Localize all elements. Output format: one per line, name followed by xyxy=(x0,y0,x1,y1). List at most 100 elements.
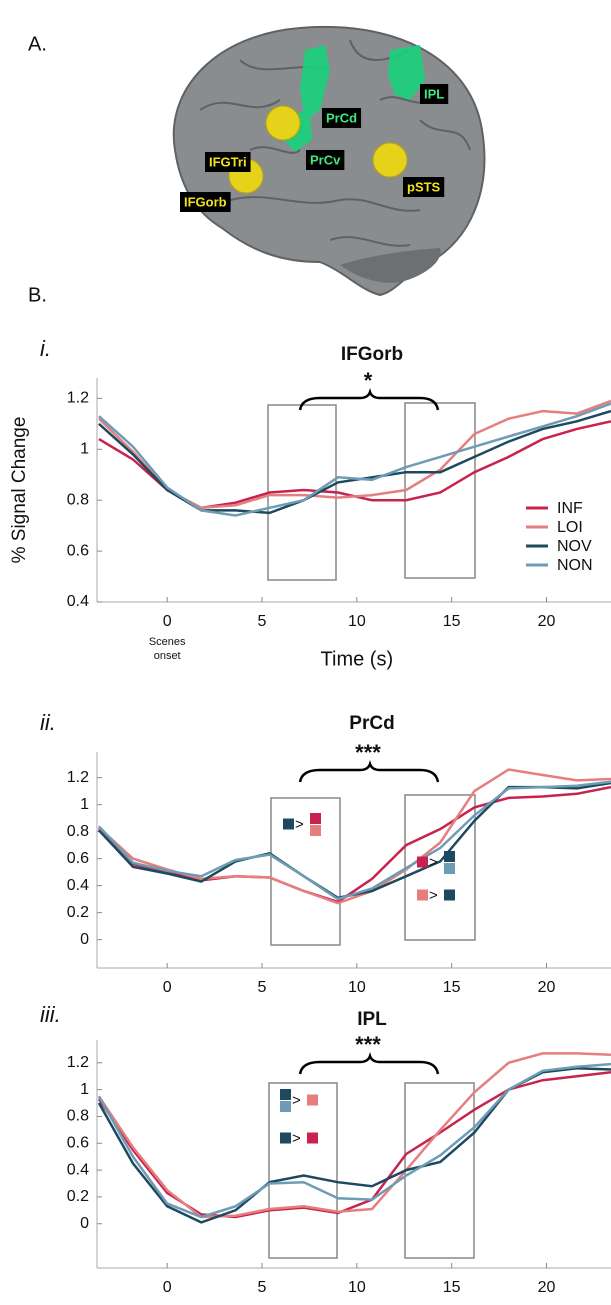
chart-title: IPL xyxy=(357,1009,387,1030)
legend-label: LOI xyxy=(557,519,583,536)
comparison-swatch xyxy=(310,825,321,836)
y-tick-label: 0.6 xyxy=(67,1134,89,1151)
label-box xyxy=(403,177,445,197)
panel-label: iii. xyxy=(40,1002,61,1027)
y-tick-label: 0.8 xyxy=(67,1108,89,1125)
x-tick-label: 5 xyxy=(258,979,267,996)
y-tick-label: 0 xyxy=(80,1215,89,1232)
comparison-swatch xyxy=(444,863,455,874)
time-window xyxy=(268,1082,338,1259)
x-tick-label: 20 xyxy=(538,1279,556,1296)
region-label: PrCv xyxy=(310,152,341,167)
chart: i. IFGorb 0.4 0.6 0.8 1 1.2 0 5 10 15 20 % Signal Ch… xyxy=(9,336,611,670)
comparison-swatch xyxy=(280,1101,291,1112)
bracket xyxy=(298,388,440,411)
x-tick-label: 20 xyxy=(538,979,556,996)
comparison-swatch xyxy=(417,856,428,868)
x-note: onset xyxy=(154,650,181,662)
chart-title: PrCd xyxy=(349,713,394,734)
x-tick-label: 10 xyxy=(348,1279,366,1296)
y-tick-label: 1.2 xyxy=(67,769,89,786)
x-axis-label: Time (s) xyxy=(321,648,394,670)
y-tick-label: 0.8 xyxy=(67,491,89,508)
x-tick-label: 5 xyxy=(258,613,267,630)
x-tick-label: 15 xyxy=(443,1279,461,1296)
comparison-symbol: > xyxy=(292,1130,301,1147)
chart: ii. PrCd 0 0.2 0.4 0.6 0.8 1 1.2 0 5 10 15 20 *** > > > xyxy=(40,710,611,996)
x-tick-label: 20 xyxy=(538,613,556,630)
label-box xyxy=(322,108,362,128)
comparison-swatch xyxy=(280,1089,291,1100)
legend-label: INF xyxy=(557,500,583,517)
x-tick-label: 10 xyxy=(348,613,366,630)
y-tick-label: 0.2 xyxy=(67,904,89,921)
y-tick-label: 1 xyxy=(80,1081,89,1098)
label-box xyxy=(306,150,345,170)
x-tick-label: 15 xyxy=(443,979,461,996)
significance: * xyxy=(364,368,373,393)
panel-label: i. xyxy=(40,336,51,361)
comparison-swatch xyxy=(310,813,321,824)
comparison-swatch xyxy=(280,1132,291,1144)
y-axis-label: % Signal Change xyxy=(9,417,30,564)
series-line xyxy=(98,768,611,905)
bracket xyxy=(298,1052,440,1075)
label-box xyxy=(420,84,449,104)
comparison-swatch xyxy=(307,1094,318,1106)
comparison-swatch xyxy=(444,889,455,901)
comparison-symbol: > xyxy=(429,887,438,904)
comparison-swatch xyxy=(417,889,428,901)
y-tick-label: 0.8 xyxy=(67,823,89,840)
series-line xyxy=(97,780,611,901)
y-tick-label: 1 xyxy=(80,796,89,813)
region-label: IFGTri xyxy=(209,154,247,169)
time-window xyxy=(404,402,476,579)
chart-title: IFGorb xyxy=(341,344,403,365)
label-box xyxy=(180,192,231,212)
y-tick-label: 1.2 xyxy=(67,390,89,407)
region-label: pSTS xyxy=(407,179,441,194)
chart: iii. IPL 0 0.2 0.4 0.6 0.8 1 1.2 0 5 10 15 20 *** > > xyxy=(40,1002,611,1296)
series-line xyxy=(97,1052,611,1219)
series-line xyxy=(97,781,611,900)
y-tick-label: 0.4 xyxy=(67,877,89,894)
y-tick-label: 0 xyxy=(80,931,89,948)
x-tick-label: 0 xyxy=(163,1279,172,1296)
legend-label: NON xyxy=(557,557,593,574)
legend-label: NOV xyxy=(557,538,592,555)
series-line xyxy=(98,402,611,517)
y-tick-label: 0.2 xyxy=(67,1188,89,1205)
label-box xyxy=(205,152,251,172)
region-label: PrCd xyxy=(326,110,357,125)
region-label: IFGorb xyxy=(184,194,227,209)
y-tick-label: 0.4 xyxy=(67,593,89,610)
y-tick-label: 1.2 xyxy=(67,1054,89,1071)
significance: *** xyxy=(355,740,381,765)
time-window xyxy=(270,797,341,946)
panel-label: A. xyxy=(28,33,47,55)
y-tick-label: 0.6 xyxy=(67,542,89,559)
comparison-swatch xyxy=(307,1132,318,1144)
comparison-symbol: > xyxy=(429,854,438,871)
x-tick-label: 5 xyxy=(258,1279,267,1296)
panel-label: B. xyxy=(28,284,47,306)
bracket xyxy=(298,760,440,783)
x-tick-label: 15 xyxy=(443,613,461,630)
x-tick-label: 10 xyxy=(348,979,366,996)
time-window xyxy=(404,794,476,941)
y-tick-label: 1 xyxy=(80,440,89,457)
y-tick-label: 0.4 xyxy=(67,1161,89,1178)
comparison-swatch xyxy=(444,851,455,862)
comparison-symbol: > xyxy=(295,816,304,833)
comparison-symbol: > xyxy=(292,1092,301,1109)
y-tick-label: 0.6 xyxy=(67,850,89,867)
x-tick-label: 0 xyxy=(163,613,172,630)
comparison-swatch xyxy=(283,818,294,830)
series-line xyxy=(98,785,611,904)
series-line xyxy=(97,1062,611,1219)
x-note: Scenes xyxy=(149,636,186,648)
significance: *** xyxy=(355,1032,381,1057)
series-line xyxy=(97,1070,611,1219)
x-tick-label: 0 xyxy=(163,979,172,996)
